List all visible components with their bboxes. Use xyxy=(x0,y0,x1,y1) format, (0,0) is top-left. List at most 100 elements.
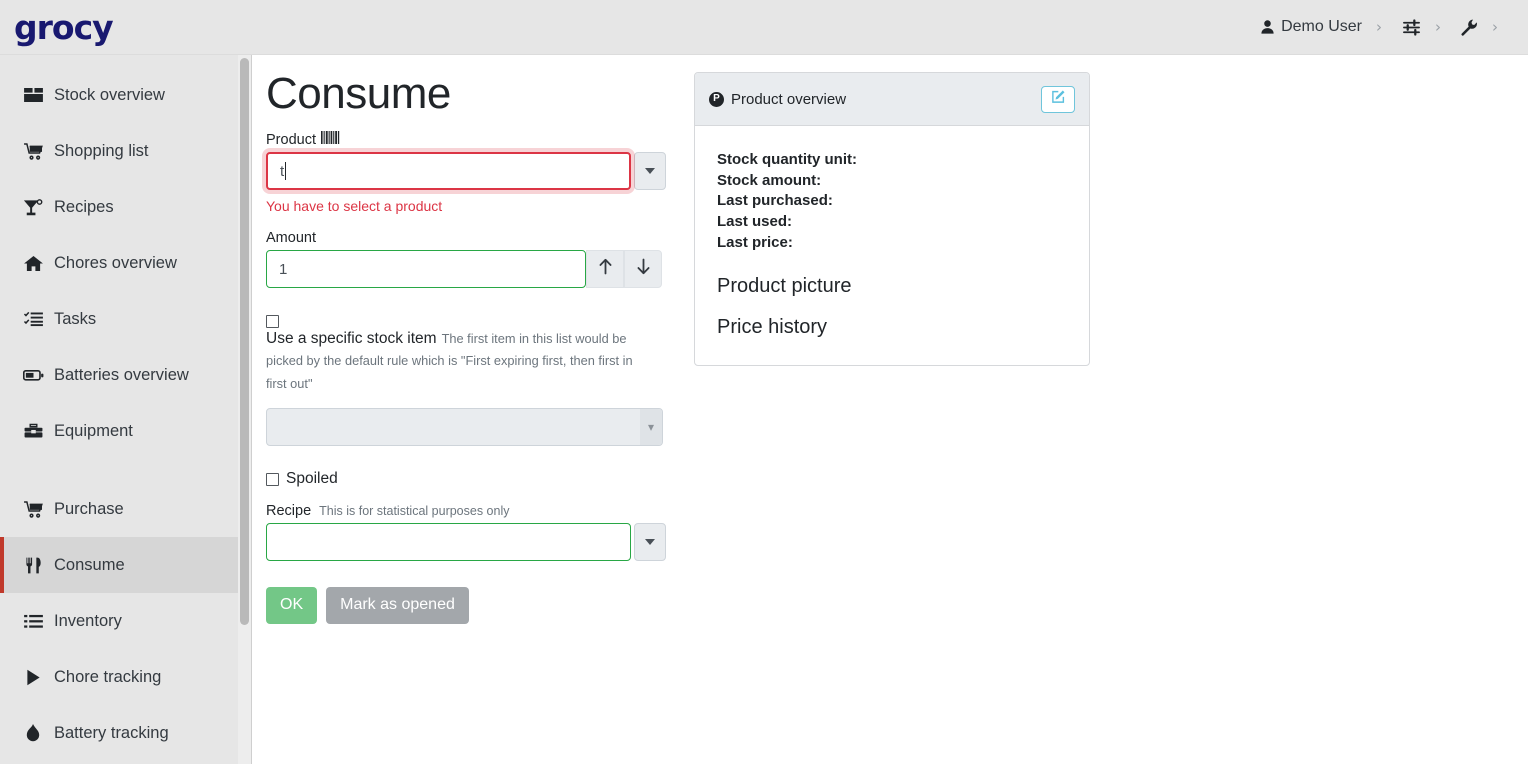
cocktail-icon xyxy=(22,198,44,216)
sidebar-item-label: Purchase xyxy=(54,499,124,518)
sidebar-scrollbar-thumb[interactable] xyxy=(240,58,249,625)
mark-as-opened-button[interactable]: Mark as opened xyxy=(326,586,469,624)
sidebar: Stock overview Shopping list Recipes xyxy=(0,55,252,764)
sidebar-item-recipes[interactable]: Recipes xyxy=(0,179,251,235)
product-overview-card-header: P Product overview xyxy=(695,73,1089,126)
page-title: Consume xyxy=(266,69,451,118)
arrow-up-icon xyxy=(598,258,613,280)
recipe-dropdown-button[interactable] xyxy=(634,522,666,561)
field-last-purchased: Last purchased: xyxy=(717,192,833,210)
home-icon xyxy=(22,255,44,272)
flame-icon xyxy=(22,724,44,742)
sidebar-item-label: Equipment xyxy=(54,421,133,440)
sidebar-item-inventory[interactable]: Inventory xyxy=(0,593,251,649)
main-content: Consume Product t xyxy=(253,55,1528,764)
navbar-tools-link[interactable] xyxy=(1457,19,1482,36)
amount-input-group: 1 xyxy=(266,250,666,288)
navbar-settings-link[interactable] xyxy=(1398,18,1425,36)
product-picture-section-title: Product picture xyxy=(717,275,852,298)
sidebar-item-label: Chore tracking xyxy=(54,667,162,686)
sidebar-item-equipment[interactable]: Equipment xyxy=(0,403,251,459)
amount-label-row: Amount xyxy=(266,230,666,246)
edit-square-icon xyxy=(1051,89,1066,109)
specific-stock-label: Use a specific stock item xyxy=(266,330,437,347)
sidebar-item-label: Battery tracking xyxy=(54,723,169,742)
specific-stock-select[interactable]: ▾ xyxy=(266,408,663,447)
chevron-right-icon[interactable]: › xyxy=(1376,18,1382,36)
utensils-icon xyxy=(22,557,44,574)
form-actions: OK Mark as opened xyxy=(266,586,666,624)
amount-decrement-button[interactable] xyxy=(624,250,662,288)
field-stock-quantity-unit: Stock quantity unit: xyxy=(717,151,857,168)
product-input-value: t xyxy=(280,162,285,180)
field-stock-amount: Stock amount: xyxy=(717,171,822,189)
sidebar-item-chore-tracking[interactable]: Chore tracking xyxy=(0,649,251,705)
product-input-group: t xyxy=(266,152,666,190)
sidebar-item-label: Shopping list xyxy=(54,141,149,160)
box-icon xyxy=(22,87,44,103)
cart-icon xyxy=(22,500,44,518)
price-history-section-title: Price history xyxy=(717,316,828,339)
navbar-settings-group[interactable]: › xyxy=(1398,18,1457,36)
sidebar-item-chores-overview[interactable]: Chores overview xyxy=(0,235,251,291)
recipe-label: Recipe xyxy=(266,502,312,519)
sidebar-divider-gap xyxy=(0,459,251,481)
product-overview-title: Product overview xyxy=(731,90,847,108)
field-last-price: Last price: xyxy=(717,233,793,251)
sidebar-item-label: Recipes xyxy=(54,197,114,216)
product-dropdown-button[interactable] xyxy=(634,152,666,190)
ok-button[interactable]: OK xyxy=(266,586,318,624)
amount-input[interactable]: 1 xyxy=(266,250,586,288)
specific-stock-checkbox-row[interactable]: Use a specific stock item The first item … xyxy=(266,310,666,395)
sidebar-item-stock-overview[interactable]: Stock overview xyxy=(0,67,251,123)
tasks-icon xyxy=(22,311,44,327)
product-overview-card-body: Stock quantity unit: Stock amount: Last … xyxy=(695,126,1089,365)
sidebar-item-shopping-list[interactable]: Shopping list xyxy=(0,123,251,179)
navbar-user-group[interactable]: Demo User › xyxy=(1256,18,1398,36)
navbar-right-group: Demo User › › xyxy=(1256,18,1514,36)
product-input[interactable]: t xyxy=(266,152,632,190)
sidebar-item-label: Inventory xyxy=(54,611,122,630)
spoiled-checkbox[interactable] xyxy=(266,473,279,487)
sidebar-item-battery-tracking[interactable]: Battery tracking xyxy=(0,705,251,761)
app-logo[interactable]: grocy xyxy=(14,7,114,47)
spoiled-label: Spoiled xyxy=(286,470,338,488)
recipe-input-group xyxy=(266,522,666,561)
text-cursor xyxy=(285,162,287,180)
product-label-row: Product xyxy=(266,131,666,148)
barcode-icon[interactable] xyxy=(320,131,340,148)
navbar-user-label: Demo User xyxy=(1281,18,1362,35)
sidebar-item-purchase[interactable]: Purchase xyxy=(0,481,251,537)
product-overview-title-row: P Product overview xyxy=(709,91,846,108)
chevron-right-icon[interactable]: › xyxy=(1435,18,1441,36)
toolbox-icon xyxy=(22,423,44,439)
consume-form: Product t You xyxy=(266,131,666,624)
caret-down-icon xyxy=(645,168,656,174)
recipe-hint: This is for statistical purposes only xyxy=(319,503,510,518)
navbar-tools-group[interactable]: › xyxy=(1457,18,1514,36)
sidebar-item-consume[interactable]: Consume xyxy=(0,537,251,593)
top-navbar: grocy Demo User › xyxy=(0,0,1528,55)
edit-product-button[interactable] xyxy=(1041,85,1075,113)
amount-label: Amount xyxy=(266,230,316,246)
amount-increment-button[interactable] xyxy=(586,250,624,288)
wrench-icon xyxy=(1461,19,1478,36)
specific-stock-checkbox[interactable] xyxy=(266,315,279,328)
chevron-down-icon: ▾ xyxy=(640,409,662,446)
sidebar-item-tasks[interactable]: Tasks xyxy=(0,291,251,347)
navbar-user-link[interactable]: Demo User xyxy=(1256,18,1366,36)
spoiled-checkbox-row[interactable]: Spoiled xyxy=(266,468,666,490)
recipe-input[interactable] xyxy=(266,522,632,561)
sidebar-item-label: Tasks xyxy=(54,309,97,328)
sidebar-item-batteries-overview[interactable]: Batteries overview xyxy=(0,347,251,403)
play-icon xyxy=(22,669,44,686)
list-icon xyxy=(22,614,44,629)
sidebar-item-label: Stock overview xyxy=(54,85,165,104)
specific-stock-hint: The first item in this list would be pic… xyxy=(266,331,633,391)
sidebar-item-label: Batteries overview xyxy=(54,365,189,384)
battery-icon xyxy=(22,369,44,382)
field-last-used: Last used: xyxy=(717,213,793,231)
sidebar-scrollbar[interactable] xyxy=(238,55,251,764)
chevron-right-icon[interactable]: › xyxy=(1492,18,1498,36)
recipe-label-row: Recipe This is for statistical purposes … xyxy=(266,503,666,519)
